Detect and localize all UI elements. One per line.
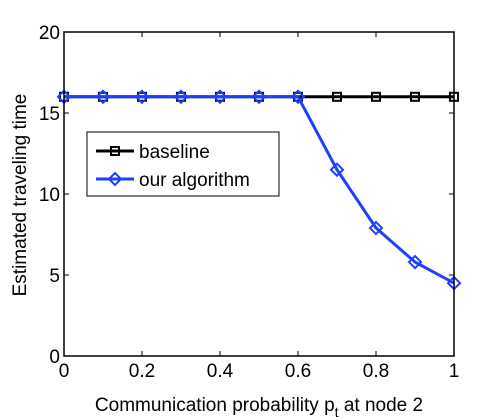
legend-label: our algorithm xyxy=(139,170,250,191)
x-axis-label: Communication probability pt at node 2 xyxy=(95,395,423,420)
data-point xyxy=(95,89,111,105)
data-point xyxy=(290,89,306,105)
y-tick-label: 5 xyxy=(49,266,60,287)
legend-box xyxy=(86,131,280,197)
legend: baseline our algorithm xyxy=(86,131,280,197)
data-point xyxy=(407,254,423,270)
legend-marker xyxy=(107,171,123,187)
data-point xyxy=(212,89,228,105)
legend-marker xyxy=(110,146,120,156)
legend-item-1: our algorithm xyxy=(96,170,250,191)
data-point xyxy=(251,89,267,105)
x-tick-label: 0.4 xyxy=(207,361,234,382)
data-point xyxy=(173,89,189,105)
x-tick-label: 1 xyxy=(449,361,460,382)
x-axis-label-main: Communication probability p xyxy=(95,395,335,416)
data-point xyxy=(134,89,150,105)
data-point xyxy=(371,91,381,102)
x-tick-label: 0.2 xyxy=(129,361,155,382)
data-point xyxy=(332,91,342,102)
x-tick-label: 0.8 xyxy=(363,361,389,382)
data-point xyxy=(410,91,420,102)
legend-label: baseline xyxy=(139,142,210,163)
y-tick-label: 20 xyxy=(39,23,60,44)
x-axis-label-subscript: t xyxy=(335,404,339,420)
y-tick-label: 15 xyxy=(39,104,60,125)
legend-item-0: baseline xyxy=(96,142,210,163)
x-tick-label: 0.6 xyxy=(285,361,311,382)
x-axis-label-suffix: at node 2 xyxy=(339,395,424,416)
x-tick-label: 0 xyxy=(59,361,70,382)
y-tick-label: 0 xyxy=(49,347,60,368)
data-point xyxy=(329,162,345,178)
y-tick-label: 10 xyxy=(39,185,60,206)
y-axis-label: Estimated traveling time xyxy=(10,94,31,297)
series-line xyxy=(64,95,455,285)
data-point xyxy=(368,220,384,236)
